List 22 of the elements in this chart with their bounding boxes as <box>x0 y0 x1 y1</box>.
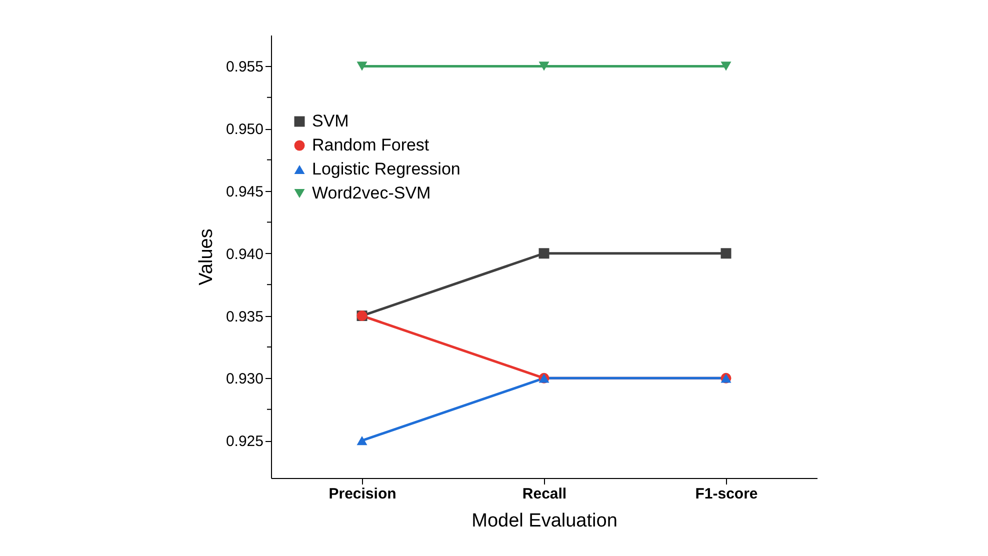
x-tick-label: Recall <box>522 486 567 502</box>
point <box>356 436 368 446</box>
y-tick-label: 0.945 <box>226 183 264 200</box>
point <box>720 248 732 259</box>
x-axis-title: Model Evaluation <box>472 510 618 532</box>
y-tick-label: 0.925 <box>226 433 264 450</box>
point <box>356 62 368 71</box>
point <box>538 62 550 71</box>
y-tick-label: 0.940 <box>226 246 264 263</box>
point <box>538 248 550 259</box>
x-tick-label: Precision <box>328 486 396 502</box>
y-axis-title: Values <box>196 228 217 286</box>
legend-label: Random Forest <box>312 136 430 154</box>
legend-label: Word2vec-SVM <box>312 184 431 202</box>
point <box>720 62 732 71</box>
y-tick-label: 0.930 <box>226 370 264 388</box>
legend-label: SVM <box>312 112 349 130</box>
x-tick-label: F1-score <box>695 486 758 502</box>
y-tick-label: 0.950 <box>226 121 264 138</box>
y-tick-label: 0.935 <box>226 308 264 326</box>
legend-label: Logistic Regression <box>312 160 460 178</box>
y-tick-label: 0.955 <box>226 58 264 76</box>
